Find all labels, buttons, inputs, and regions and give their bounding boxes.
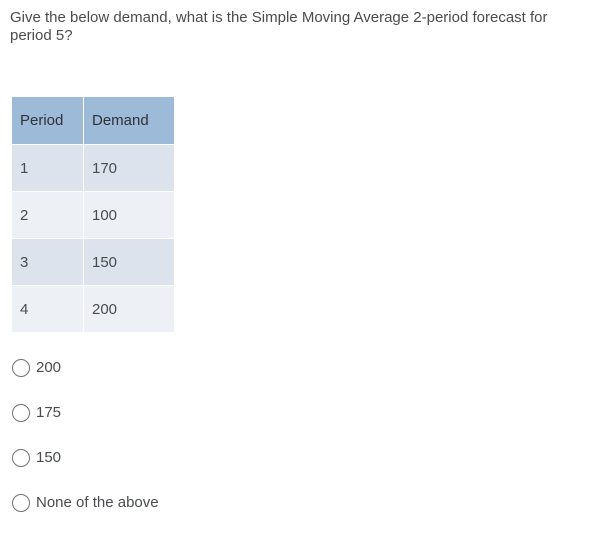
column-header-period: Period	[11, 96, 84, 145]
answer-option-label[interactable]: 175	[36, 404, 62, 421]
period-cell: 4	[11, 285, 84, 333]
answer-option-label[interactable]: None of the above	[36, 494, 159, 511]
radio-button[interactable]	[12, 449, 30, 467]
answer-option-175[interactable]: 175	[12, 402, 159, 424]
table-header-row: Period Demand	[11, 96, 175, 145]
radio-button[interactable]	[12, 359, 30, 377]
demand-cell: 150	[83, 238, 175, 286]
question-text: Give the below demand, what is the Simpl…	[10, 9, 548, 44]
answer-option-label[interactable]: 150	[36, 449, 62, 466]
answer-option-150[interactable]: 150	[12, 447, 159, 469]
column-header-demand: Demand	[83, 96, 175, 145]
demand-cell: 200	[83, 285, 175, 333]
answer-option-none[interactable]: None of the above	[12, 492, 159, 514]
period-cell: 3	[11, 238, 84, 286]
answer-option-label[interactable]: 200	[36, 359, 62, 376]
table-row: 3 150	[11, 238, 175, 286]
period-cell: 2	[11, 191, 84, 239]
demand-cell: 100	[83, 191, 175, 239]
answer-option-200[interactable]: 200	[12, 357, 159, 379]
table-row: 1 170	[11, 144, 175, 192]
demand-cell: 170	[83, 144, 175, 192]
table-row: 2 100	[11, 191, 175, 239]
period-cell: 1	[11, 144, 84, 192]
table-row: 4 200	[11, 285, 175, 333]
demand-table: Period Demand 1 170 2 100 3 150 4 200	[11, 96, 175, 333]
radio-button[interactable]	[12, 404, 30, 422]
answer-options: 200 175 150 None of the above	[12, 357, 159, 537]
radio-button[interactable]	[12, 494, 30, 512]
